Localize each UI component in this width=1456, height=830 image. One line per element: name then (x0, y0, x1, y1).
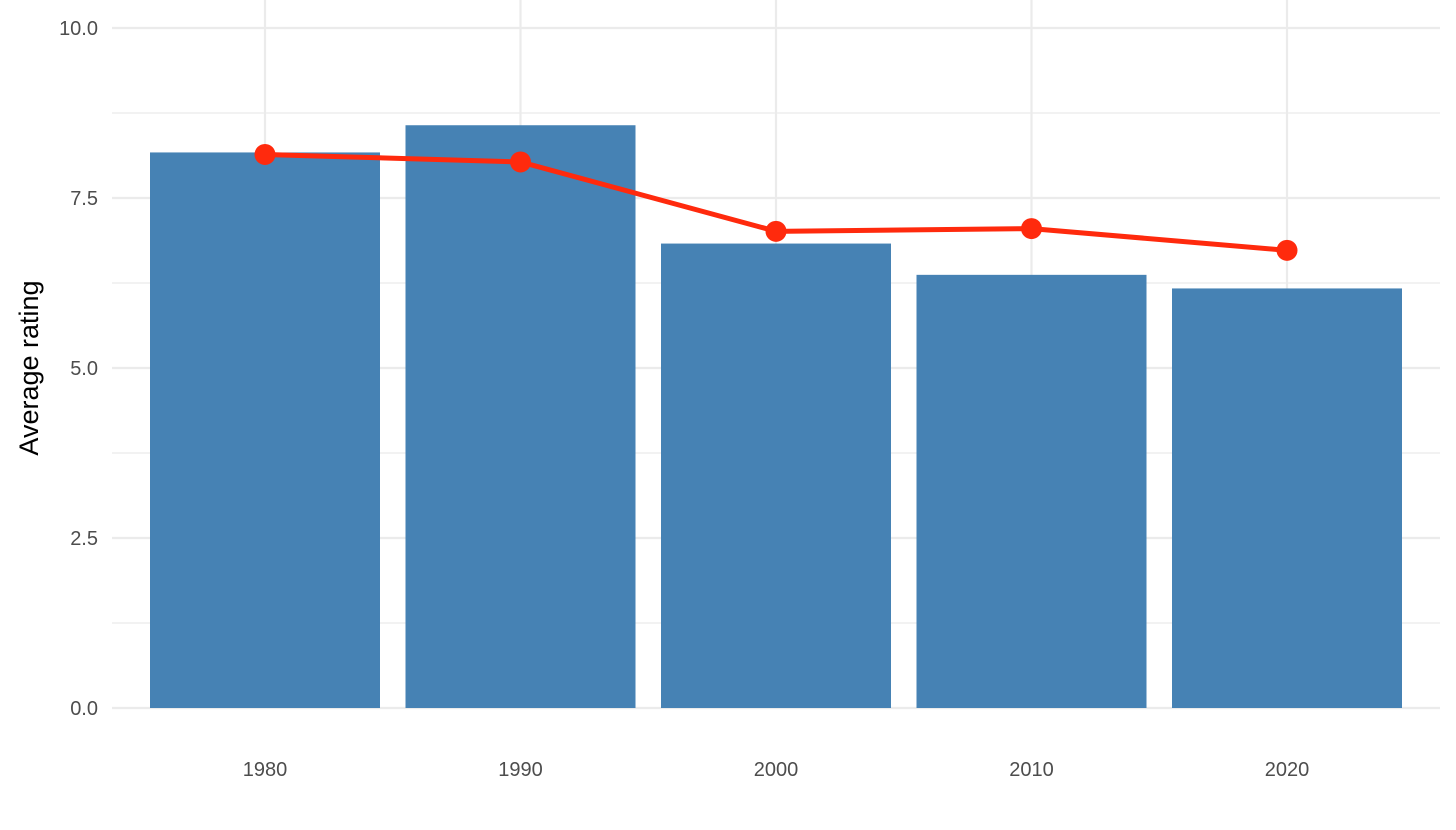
bars (150, 125, 1402, 709)
x-axis-tick-labels: 1980 1990 2000 2010 2020 (243, 759, 1310, 781)
bar (916, 274, 1147, 708)
x-tick-label: 2000 (754, 759, 799, 781)
y-axis-title: Average rating (14, 280, 44, 455)
trend-point (510, 151, 531, 173)
y-tick-label: 7.5 (70, 188, 98, 210)
bar (405, 125, 636, 709)
trend-point (765, 220, 787, 242)
bar (1172, 288, 1402, 708)
x-tick-label: 1980 (243, 759, 288, 781)
x-tick-label: 2010 (1009, 759, 1054, 781)
y-axis-tick-labels: 0.0 2.5 5.0 7.5 10.0 (59, 18, 98, 720)
y-tick-label: 2.5 (70, 528, 98, 550)
y-tick-label: 5.0 (70, 358, 98, 380)
x-tick-label: 2020 (1265, 759, 1310, 781)
bar (150, 152, 380, 708)
trend-point (254, 143, 276, 165)
trend-point (1021, 218, 1042, 240)
bar (661, 243, 891, 708)
y-tick-label: 10.0 (59, 18, 98, 40)
trend-points (254, 143, 1298, 261)
trend-point (1276, 239, 1298, 261)
y-tick-label: 0.0 (70, 698, 98, 720)
x-tick-label: 1990 (498, 759, 543, 781)
